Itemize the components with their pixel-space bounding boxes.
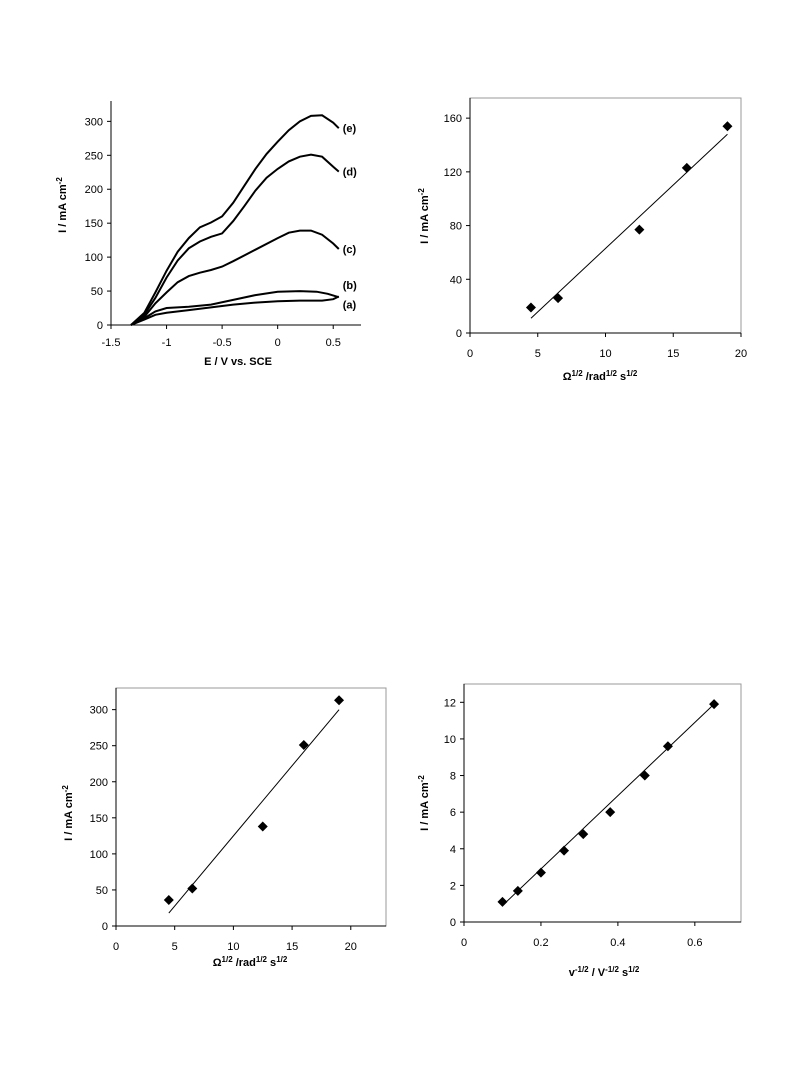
data-point — [298, 739, 309, 750]
y-tick-label: 160 — [444, 113, 462, 125]
y-tick-label: 4 — [450, 844, 456, 856]
y-tick-label: 6 — [450, 807, 456, 819]
y-tick-label: 40 — [450, 274, 462, 286]
data-point — [639, 770, 650, 781]
data-point — [662, 741, 673, 752]
y-tick-label: 150 — [90, 813, 108, 825]
series-label: (a) — [343, 299, 357, 311]
fit-line — [502, 703, 715, 906]
y-tick-label: 250 — [90, 741, 108, 753]
y-tick-label: 80 — [450, 221, 462, 233]
series-label: (b) — [343, 280, 357, 292]
x-axis-label: v-1/2 / V-1/2 s1/2 — [569, 965, 640, 980]
x-tick-label: 15 — [667, 348, 679, 360]
plot-frame — [469, 97, 742, 334]
x-tick-label: 10 — [599, 348, 611, 360]
x-tick-label: -1.5 — [102, 337, 121, 349]
x-tick-label: 0 — [275, 337, 281, 349]
x-tick-label: -1 — [162, 337, 172, 349]
data-point — [559, 845, 570, 856]
data-point — [605, 807, 616, 818]
y-tick-label: 8 — [450, 771, 456, 783]
series-line-c — [130, 229, 340, 326]
data-point — [334, 695, 345, 706]
y-tick-label: 0 — [456, 328, 462, 340]
y-tick-label: 50 — [91, 286, 103, 298]
data-point — [512, 885, 523, 896]
data-point — [634, 224, 645, 235]
series-line-d — [130, 153, 340, 326]
chart-panel-2: 0 40 80 120 160 0 5 10 15 20 I / mA cm-2 Ω1/2 /rad1… — [417, 97, 747, 384]
y-tick-label: 12 — [444, 697, 456, 709]
series-line-e — [130, 114, 340, 326]
chart-panel-4: 0 2 4 6 8 10 12 0 0.2 0.4 0.6 I / mA cm-2 v-1/2 / V-… — [417, 683, 742, 980]
y-tick-label: 0 — [450, 917, 456, 929]
fit-line — [168, 709, 340, 914]
data-point — [525, 302, 536, 313]
x-tick-label: 15 — [286, 941, 298, 953]
x-tick-label: 0.4 — [610, 937, 625, 949]
y-tick-label: 300 — [85, 116, 103, 128]
series-line-b — [130, 290, 340, 326]
y-tick-label: 120 — [444, 167, 462, 179]
data-point — [497, 896, 508, 907]
x-tick-label: 0.6 — [687, 937, 702, 949]
y-tick-label: 10 — [444, 734, 456, 746]
x-tick-label: 0 — [113, 941, 119, 953]
series-label: (e) — [343, 123, 357, 135]
y-tick-label: 100 — [85, 252, 103, 264]
series-label: (c) — [343, 244, 357, 256]
data-point — [535, 867, 546, 878]
x-axis-label: E / V vs. SCE — [204, 356, 272, 368]
y-tick-label: 200 — [85, 184, 103, 196]
x-tick-label: 0.5 — [326, 337, 341, 349]
data-point — [709, 699, 720, 710]
y-axis-label: I / mA cm-2 — [417, 775, 432, 831]
data-point — [681, 162, 692, 173]
plot-frame — [463, 683, 742, 923]
series-line-a — [130, 295, 340, 326]
fit-line — [530, 133, 728, 319]
x-axis-label: Ω1/2 /rad1/2 s1/2 — [563, 369, 638, 384]
y-axis-label: I / mA cm-2 — [61, 785, 76, 841]
y-tick-label: 0 — [102, 921, 108, 933]
data-point — [578, 829, 589, 840]
y-tick-label: 250 — [85, 150, 103, 162]
y-tick-label: 300 — [90, 705, 108, 717]
y-tick-label: 150 — [85, 218, 103, 230]
series-label: (d) — [343, 167, 357, 179]
data-point — [722, 121, 733, 132]
data-point — [163, 895, 174, 906]
data-point — [187, 883, 198, 894]
data-point — [553, 293, 564, 304]
x-tick-label: 0 — [467, 348, 473, 360]
x-axis-label: Ω1/2 /rad1/2 s1/2 — [213, 955, 288, 970]
y-tick-label: 200 — [90, 777, 108, 789]
x-tick-label: 10 — [227, 941, 239, 953]
x-tick-label: 20 — [345, 941, 357, 953]
chart-panel-1: 0 50 100 150 200 250 300 -1.5 -1 -0.5 0 0.5 I / mA c… — [55, 101, 361, 368]
data-point — [257, 821, 268, 832]
chart-panel-3: 0 50 100 150 200 250 300 0 5 10 15 20 I / mA cm-2 Ω1/… — [61, 687, 387, 970]
x-tick-label: 20 — [735, 348, 747, 360]
x-tick-label: 5 — [535, 348, 541, 360]
y-axis-label: I / mA cm-2 — [417, 188, 432, 244]
y-tick-label: 100 — [90, 849, 108, 861]
x-tick-label: 0 — [461, 937, 467, 949]
plot-frame — [115, 687, 387, 927]
y-axis-label: I / mA cm-2 — [55, 177, 70, 233]
x-tick-label: 0.2 — [533, 937, 548, 949]
y-tick-label: 0 — [97, 320, 103, 332]
x-tick-label: 5 — [172, 941, 178, 953]
x-tick-label: -0.5 — [213, 337, 232, 349]
y-tick-label: 50 — [96, 885, 108, 897]
y-tick-label: 2 — [450, 880, 456, 892]
